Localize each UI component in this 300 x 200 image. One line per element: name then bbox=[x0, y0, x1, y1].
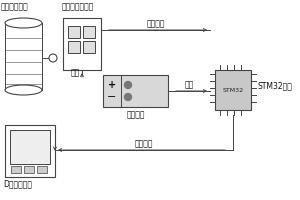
Text: 供电: 供电 bbox=[184, 80, 194, 89]
Bar bbox=[37, 166, 47, 173]
Bar bbox=[68, 26, 80, 38]
Bar bbox=[83, 41, 95, 53]
Bar bbox=[10, 130, 50, 164]
Bar bbox=[11, 166, 21, 173]
Ellipse shape bbox=[5, 18, 42, 28]
Text: STM32: STM32 bbox=[222, 88, 244, 92]
Circle shape bbox=[49, 54, 57, 62]
Bar bbox=[63, 18, 101, 70]
Ellipse shape bbox=[5, 85, 42, 95]
Bar bbox=[5, 125, 55, 177]
Bar bbox=[83, 26, 95, 38]
Text: 电池模块: 电池模块 bbox=[126, 110, 145, 119]
Text: 颜色传感器模块: 颜色传感器模块 bbox=[62, 2, 94, 11]
Text: 信号输出: 信号输出 bbox=[135, 139, 153, 148]
Text: D显示屏模块: D显示屏模块 bbox=[3, 179, 32, 188]
Text: −: − bbox=[107, 92, 117, 102]
Bar bbox=[215, 70, 251, 110]
Text: +: + bbox=[108, 80, 116, 90]
Bar bbox=[24, 166, 34, 173]
Bar bbox=[68, 41, 80, 53]
Text: 化学反应模块: 化学反应模块 bbox=[1, 2, 29, 11]
Circle shape bbox=[124, 94, 131, 100]
Circle shape bbox=[124, 82, 131, 88]
Text: 供电: 供电 bbox=[71, 68, 80, 77]
Bar bbox=[103, 75, 168, 107]
Text: STM32单片: STM32单片 bbox=[258, 82, 293, 90]
Text: 信号输出: 信号输出 bbox=[146, 19, 165, 28]
